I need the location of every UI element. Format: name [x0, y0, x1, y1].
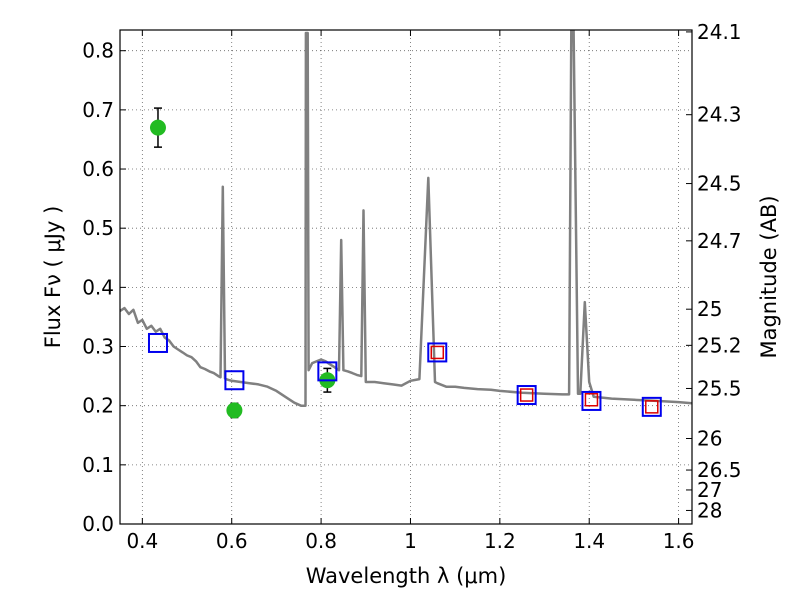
x-tick-label: 1.4	[573, 529, 605, 553]
magnitude-tick-label: 24.5	[697, 172, 742, 196]
model-spectrum-line	[120, 30, 692, 407]
y-tick-label: 0.1	[82, 453, 114, 477]
magnitude-tick-label: 24.1	[697, 20, 742, 44]
x-tick-label: 1.6	[663, 529, 695, 553]
magnitude-tick-label: 24.7	[697, 229, 742, 253]
model-flux-square	[147, 332, 168, 353]
magnitude-tick-label: 25.2	[697, 333, 742, 357]
y-tick-label: 0.7	[82, 98, 114, 122]
upper-flux-square	[584, 393, 599, 407]
model-flux-square	[581, 390, 602, 411]
magnitude-tick-label: 25	[697, 297, 722, 321]
y-axis-ticks: 0.0 0.1 0.2 0.3 0.4 0.5 0.6 0.7 0.8	[82, 39, 126, 536]
magnitude-tick-label: 25.5	[697, 376, 742, 400]
y-tick-label: 0.5	[82, 216, 114, 240]
y-tick-label: 0.6	[82, 157, 114, 181]
observed-flux-point	[226, 402, 243, 419]
model-flux-square	[641, 396, 662, 417]
x-tick-label: 0.6	[216, 529, 248, 553]
y-tick-label: 0.3	[82, 335, 114, 359]
x-tick-label: 0.8	[305, 529, 337, 553]
model-flux-square	[516, 385, 537, 406]
magnitude-tick-label: 26.5	[697, 458, 742, 482]
upper-flux-square	[430, 345, 445, 360]
y-tick-label: 0.2	[82, 394, 114, 418]
observed-flux-point	[149, 119, 166, 136]
upper-flux-square	[519, 388, 534, 402]
right-axis-label: Magnitude (AB)	[757, 195, 781, 358]
y-axis-label: Flux Fν ( μJy )	[41, 206, 65, 349]
y-tick-label: 0.8	[82, 39, 114, 63]
upper-flux-square	[645, 400, 659, 414]
plot-frame	[119, 29, 693, 525]
magnitude-tick-label: 27	[697, 478, 722, 502]
x-tick-label: 1.2	[484, 529, 516, 553]
model-flux-square	[317, 361, 338, 382]
grid-lines	[120, 30, 692, 525]
x-axis-label: Wavelength λ (μm)	[306, 564, 507, 588]
magnitude-tick-label: 28	[697, 498, 722, 522]
y-tick-label: 0.4	[82, 275, 114, 299]
magnitude-tick-label: 24.3	[697, 103, 742, 127]
x-tick-label: 1	[404, 529, 417, 553]
x-tick-label: 0.4	[126, 529, 158, 553]
model-flux-square	[427, 342, 448, 363]
plot-area	[120, 30, 692, 419]
model-flux-square	[224, 370, 245, 391]
magnitude-tick-label: 26	[697, 426, 722, 450]
y-tick-label: 0.0	[82, 512, 114, 536]
x-axis-ticks: 0.4 0.6 0.8 1 1.2 1.4 1.6	[126, 30, 695, 553]
